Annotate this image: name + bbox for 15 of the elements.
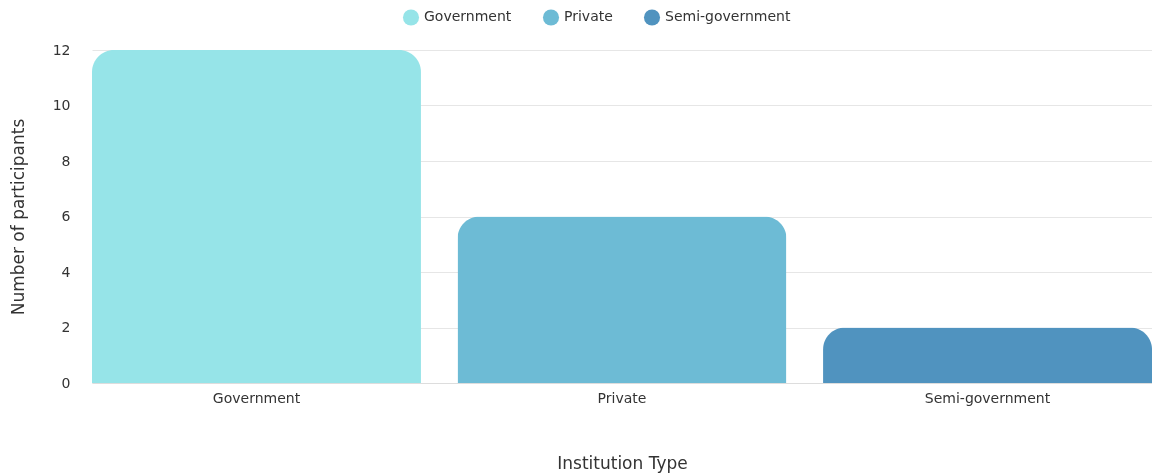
x-tick-label: Government [212, 389, 301, 406]
y-tick-label: 12 [52, 41, 71, 58]
y-tick-label: 2 [61, 319, 71, 335]
x-axis-title: Institution Type [557, 452, 688, 473]
y-tick-label: 0 [61, 374, 71, 391]
y-tick-label: 6 [61, 208, 71, 224]
legend-label: Private [564, 8, 613, 25]
legend-label: Government [424, 8, 512, 25]
legend-label: Semi-government [665, 8, 791, 25]
y-tick-label: 4 [61, 263, 71, 280]
x-tick-label: Private [597, 389, 647, 406]
x-tick-label: Semi-government [924, 389, 1051, 406]
y-axis-title: Number of participants [7, 118, 28, 316]
y-tick-label: 10 [52, 97, 71, 113]
y-tick-label: 8 [61, 152, 71, 169]
